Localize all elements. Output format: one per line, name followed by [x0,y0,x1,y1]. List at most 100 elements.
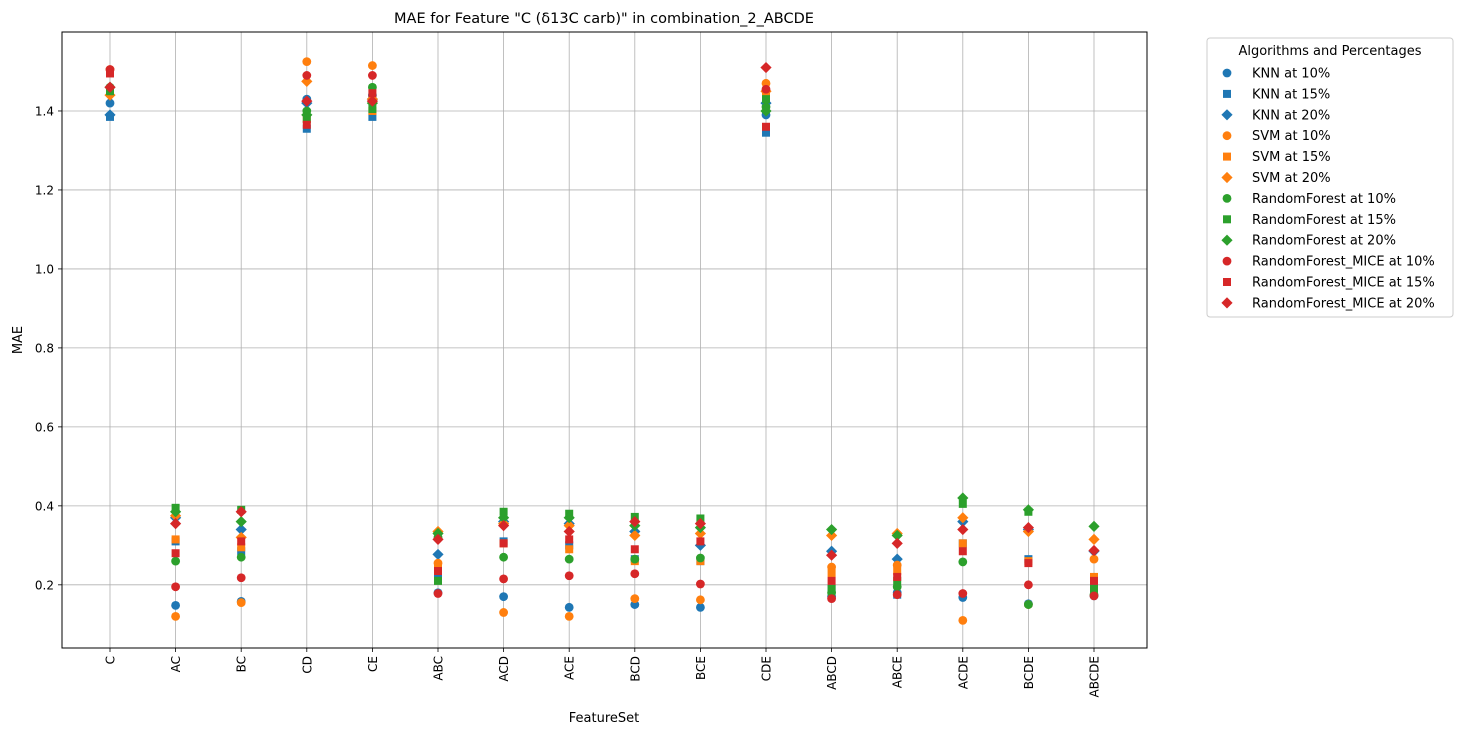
data-point [236,573,246,583]
data-point [171,549,180,558]
data-point [171,582,181,592]
legend-label: KNN at 20% [1252,108,1330,123]
legend-marker [1222,68,1232,78]
data-point [958,499,967,508]
data-point [368,89,377,98]
data-point [434,567,442,575]
data-point [236,598,246,607]
data-point [1089,591,1099,601]
data-point [302,120,311,129]
data-point [826,529,838,542]
data-point [235,506,247,518]
data-point [171,535,180,544]
legend-marker [1223,89,1231,98]
data-point [696,537,705,546]
data-point [368,71,377,80]
data-point [498,519,510,532]
data-point [499,552,508,562]
data-point [235,523,247,536]
data-point [958,539,967,548]
data-point [958,589,968,598]
y-axis-label: MAE [11,326,26,354]
x-tick-label: CD [300,656,314,674]
x-tick-label: ACDE [956,656,970,689]
x-tick-label: CDE [760,656,774,681]
chart-title: MAE for Feature "C (δ13C carb)" in combi… [394,11,814,27]
data-point [958,615,968,625]
data-point [1024,559,1033,568]
x-axis-label: FeatureSet [569,711,639,726]
plot-frame [61,31,1148,649]
data-point [1090,584,1098,593]
data-point [827,594,836,604]
data-point [498,512,510,524]
y-tick-label: 1.2 [35,183,54,197]
data-point [1088,533,1100,546]
data-point [1024,600,1033,609]
x-tick-label: ABC [432,656,446,681]
data-point [368,61,377,70]
data-point [368,105,377,113]
data-point [104,109,116,121]
data-point [171,600,181,610]
data-point [1088,544,1100,557]
data-point [1088,520,1100,532]
data-point [1089,554,1099,564]
data-point [106,69,114,78]
data-point [366,95,378,107]
data-point [826,549,838,561]
legend-label: KNN at 10% [1252,67,1330,82]
data-point [696,553,705,563]
legend-marker [1222,131,1232,141]
data-point [694,518,706,530]
data-point [564,571,574,581]
data-point [762,95,770,104]
data-point [826,523,838,536]
data-point [105,98,115,108]
data-point [696,595,705,605]
legend-marker [1222,194,1232,203]
data-point [564,612,574,621]
y-tick-label: 1.4 [35,104,54,118]
data-point [892,590,902,600]
data-point [170,518,182,530]
data-point [891,529,903,542]
y-tick-label: 0.4 [35,499,54,513]
data-point [893,572,902,581]
legend-label: RandomForest at 15% [1252,213,1396,228]
data-point [499,608,508,617]
legend-label: RandomForest_MICE at 20% [1252,296,1435,311]
data-point [171,556,181,566]
data-point [564,554,574,564]
data-point [629,516,641,528]
data-point [368,112,377,121]
legend-marker [1221,297,1233,309]
legend-marker [1221,171,1233,184]
legend-title: Algorithms and Percentages [1238,44,1421,59]
x-tick-label: BCDE [1022,656,1036,689]
data-point [891,537,903,549]
legend-label: SVM at 15% [1252,150,1331,165]
x-tick-label: ACD [497,656,511,682]
data-point [696,602,705,612]
data-point [170,506,182,518]
x-tick-label: CE [366,656,380,672]
data-point [104,81,116,93]
data-point [432,527,444,540]
data-point [630,554,640,564]
legend-label: SVM at 10% [1252,129,1331,144]
data-point [761,84,771,94]
data-point [957,492,969,504]
y-tick-label: 1.0 [35,262,54,276]
data-point [564,602,574,612]
data-point [629,529,641,542]
data-point [762,128,770,137]
data-point [434,576,442,585]
legend-marker [1223,278,1231,286]
data-point [957,523,969,536]
legend-marker [1223,152,1231,161]
data-point [499,592,508,602]
data-point [499,539,508,548]
